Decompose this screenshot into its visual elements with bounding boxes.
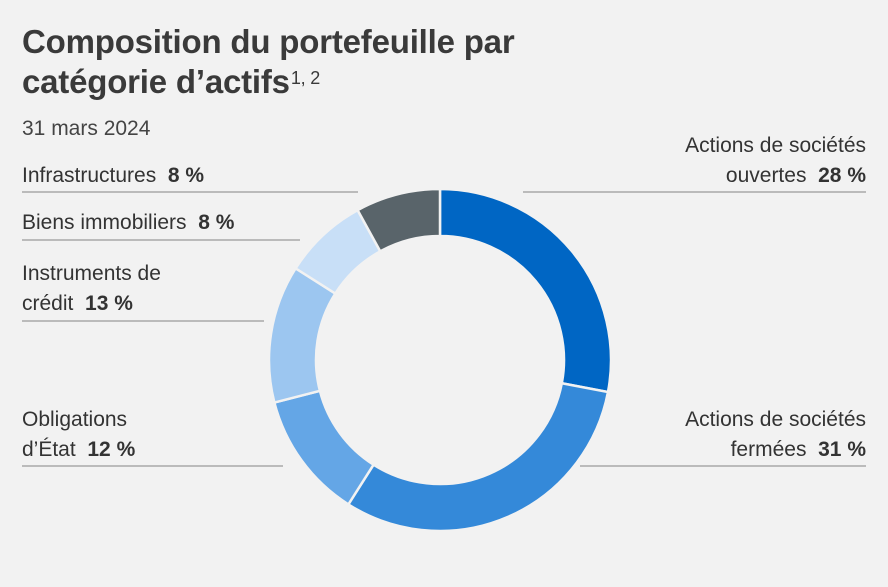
label-biens-immobiliers: Biens immobiliers 8 % (22, 208, 234, 238)
chart-title: Composition du portefeuille par catégori… (22, 22, 515, 102)
label-instruments-credit-value: 13 % (85, 292, 133, 315)
label-actions-ouvertes-value: 28 % (818, 164, 866, 187)
slice-obligations-etat (272, 389, 376, 507)
label-biens-immobiliers-line2: Biens immobiliers (22, 211, 187, 234)
label-infrastructures: Infrastructures 8 % (22, 161, 204, 191)
title-line-2: catégorie d’actifs (22, 63, 290, 100)
title-line-1: Composition du portefeuille par (22, 23, 515, 60)
label-infrastructures-value: 8 % (167, 164, 205, 187)
label-obligations-etat-line2: d’État (22, 438, 76, 461)
title-footnote-refs: 1, 2 (290, 68, 321, 88)
label-obligations-etat-value: 12 % (87, 438, 136, 461)
label-actions-ouvertes-line1: Actions de sociétés (685, 134, 866, 157)
label-actions-fermees-value: 31 % (818, 438, 866, 461)
label-actions-fermees-line2: fermées (730, 438, 807, 461)
label-obligations-etat: Obligations d’État 12 % (22, 405, 135, 465)
label-instruments-credit-line2: crédit (22, 292, 74, 315)
label-instruments-credit: Instruments de crédit 13 % (22, 259, 161, 319)
slice-actions-ouvertes (438, 187, 613, 394)
label-biens-immobiliers-value: 8 % (198, 211, 235, 234)
slice-infrastructures (355, 187, 442, 254)
label-obligations-etat-line1: Obligations (22, 408, 128, 431)
slice-actions-fermees (346, 381, 610, 533)
label-actions-fermees: Actions de sociétés fermées 31 % (685, 405, 866, 465)
label-actions-fermees-line1: Actions de sociétés (685, 408, 866, 431)
label-infrastructures-line2: Infrastructures (22, 164, 157, 187)
chart-subtitle: 31 mars 2024 (22, 117, 151, 140)
label-instruments-credit-line1: Instruments de (22, 262, 161, 285)
label-actions-ouvertes-line2: ouvertes (725, 164, 807, 187)
label-actions-ouvertes: Actions de sociétés ouvertes 28 % (685, 131, 866, 191)
